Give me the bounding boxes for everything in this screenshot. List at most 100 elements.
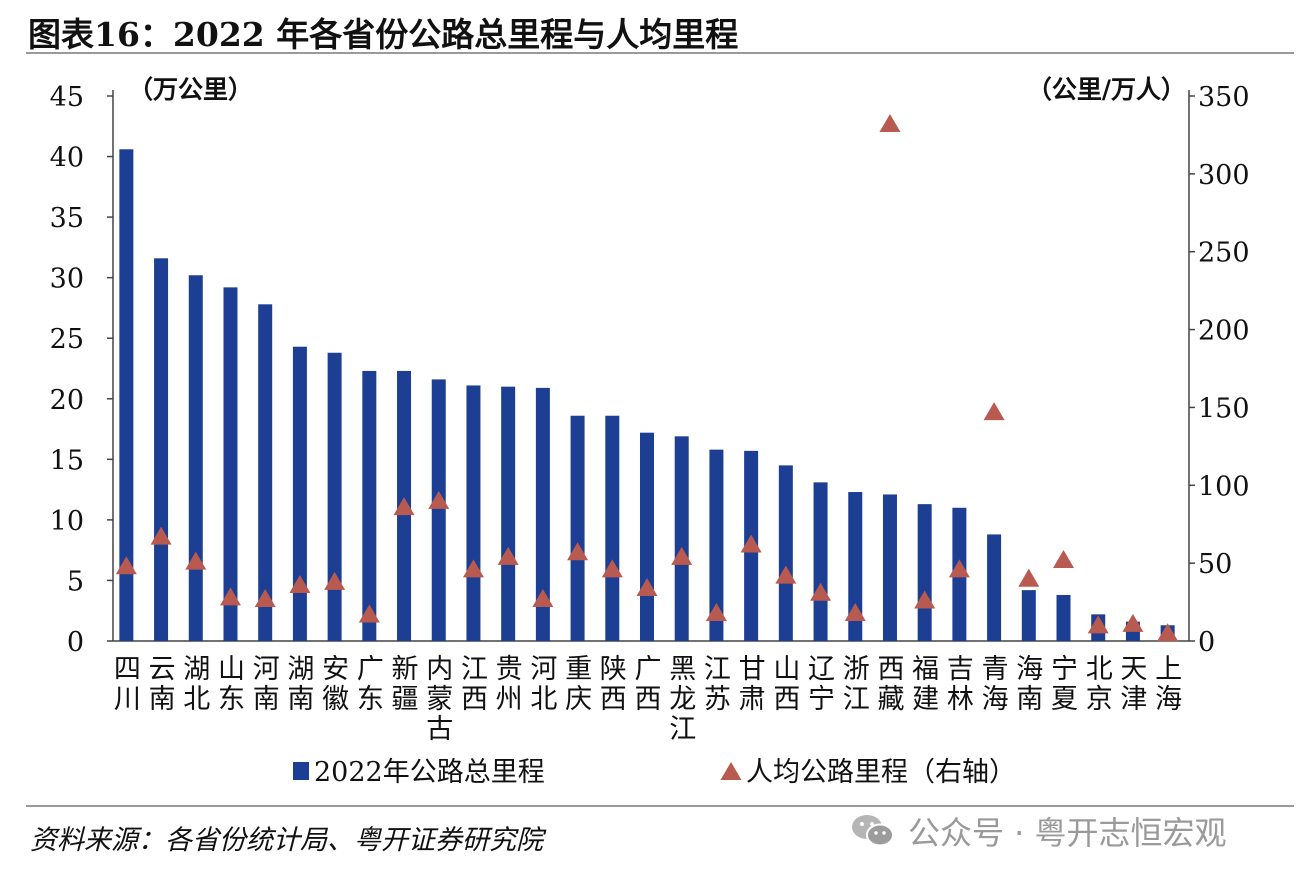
triangle-point-10 [462,559,484,578]
triangle-point-30 [1157,623,1179,642]
y-right-tick-label: 100 [1198,471,1250,502]
x-tick-label-4-0: 河 [253,654,280,685]
x-tick-label-16-0: 黑 [669,654,696,685]
bar-19 [778,465,793,641]
bar-3 [223,287,238,641]
x-tick-label-1-0: 云 [149,654,176,685]
x-tick-label-14-1: 西 [600,684,627,715]
x-tick-label-19-0: 山 [773,654,800,685]
bar-22 [882,494,897,641]
x-tick-label-29-1: 津 [1120,684,1147,715]
triangle-point-16 [671,546,693,565]
bar-14 [605,415,620,641]
y-left-tick-label: 20 [50,385,84,416]
x-tick-label-9-0: 内 [426,654,453,685]
x-tick-label-12-1: 北 [530,684,557,715]
triangle-point-29 [1122,613,1144,632]
x-tick-label-26-0: 海 [1016,654,1043,685]
bar-7 [362,370,377,641]
x-tick-label-18-0: 甘 [739,654,766,685]
x-tick-label-10-0: 江 [461,654,488,685]
y-right-tick-label: 0 [1198,627,1215,658]
triangle-point-9 [428,490,450,509]
triangle-point-24 [948,559,970,578]
legend-bar-swatch [293,762,309,780]
x-tick-label-14-0: 陕 [600,654,627,685]
triangle-point-12 [532,588,554,607]
triangle-point-0 [115,556,137,575]
y-left-tick-label: 15 [50,445,84,476]
bar-5 [292,346,307,641]
x-tick-label-8-0: 新 [392,654,419,685]
x-tick-label-8-1: 疆 [392,684,419,715]
x-tick-label-2-1: 北 [183,684,210,715]
triangle-point-13 [567,542,589,561]
bar-11 [501,386,516,641]
x-tick-label-2-0: 湖 [183,654,210,685]
x-tick-label-24-1: 林 [947,684,974,715]
triangle-point-6 [324,571,346,590]
x-tick-label-22-1: 藏 [877,684,904,715]
x-tick-label-23-0: 福 [912,654,939,685]
x-tick-label-21-0: 浙 [843,654,870,685]
x-tick-label-10-1: 西 [461,684,488,715]
bar-9 [431,379,446,641]
triangle-point-28 [1087,615,1109,634]
y-left-tick-label: 0 [67,627,84,658]
legend-triangle-label: 人均公路里程（右轴） [746,757,1016,788]
x-tick-label-9-1: 蒙 [426,684,453,715]
watermark: 公众号 · 粤开志恒宏观 [850,808,1227,854]
x-tick-label-5-1: 南 [287,684,314,715]
x-tick-label-25-0: 青 [982,654,1009,685]
x-tick-label-1-1: 南 [149,684,176,715]
bar-10 [466,385,481,641]
x-tick-label-24-0: 吉 [947,654,974,685]
y-left-tick-label: 10 [50,506,84,537]
triangle-point-15 [636,578,658,597]
title-divider [26,52,1294,54]
x-tick-label-0-0: 四 [114,654,141,685]
triangle-point-20 [810,582,832,601]
x-tick-label-3-1: 东 [218,684,245,715]
triangle-point-1 [150,526,172,545]
bar-0 [119,149,134,642]
x-tick-label-11-0: 贵 [496,654,523,685]
x-tick-label-30-0: 上 [1155,654,1182,685]
triangle-point-11 [497,546,519,565]
source-note: 资料来源：各省份统计局、粤开证券研究院 [30,825,543,856]
triangle-point-8 [393,497,415,516]
x-tick-label-12-0: 河 [530,654,557,685]
triangle-point-21 [844,602,866,621]
x-tick-label-26-1: 南 [1016,684,1043,715]
bar-6 [327,352,342,641]
bar-27 [1056,594,1071,641]
x-tick-label-7-0: 广 [357,654,384,685]
x-tick-label-15-1: 西 [635,684,662,715]
x-tick-label-0-1: 川 [114,684,141,715]
bar-2 [188,275,203,641]
x-tick-label-13-0: 重 [565,654,592,685]
x-tick-label-11-1: 州 [496,684,523,715]
triangle-point-5 [289,574,311,593]
x-tick-label-27-1: 夏 [1051,684,1078,715]
watermark-text: 公众号 · 粤开志恒宏观 [908,814,1227,852]
bar-4 [258,304,273,641]
x-tick-label-23-1: 建 [912,684,939,715]
x-tick-label-9-2: 古 [426,714,453,745]
bar-15 [640,432,654,641]
x-tick-label-19-1: 西 [773,684,800,715]
x-tick-label-18-1: 肃 [739,684,766,715]
x-tick-label-28-1: 京 [1086,684,1113,715]
x-tick-label-13-1: 庆 [565,684,592,715]
bar-25 [987,534,1002,641]
figure-title: 图表16：2022 年各省份公路总里程与人均里程 [28,15,739,54]
y-left-tick-label: 30 [50,264,84,295]
triangle-point-25 [983,402,1005,421]
x-tick-label-22-0: 西 [877,654,904,685]
x-tick-label-6-0: 安 [322,654,349,685]
x-tick-label-30-1: 海 [1155,684,1182,715]
bar-23 [917,504,932,641]
triangle-point-23 [914,590,936,609]
wechat-icon [852,815,894,847]
